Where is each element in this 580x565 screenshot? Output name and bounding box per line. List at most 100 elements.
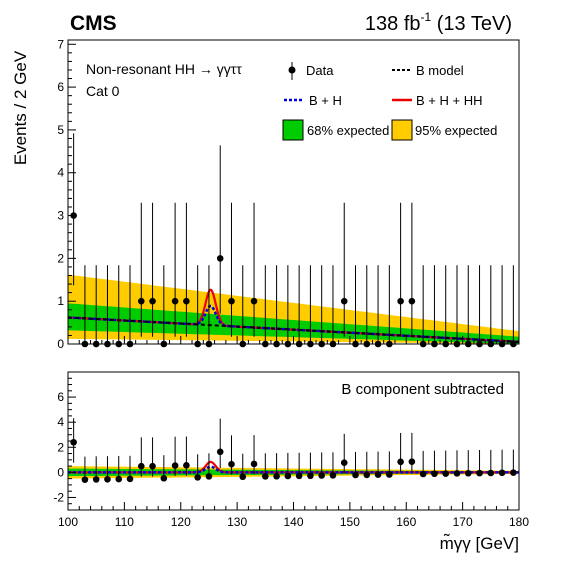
lower-data-point xyxy=(250,435,258,475)
lower-data-marker xyxy=(273,472,280,480)
upper-axis-ticks: 0 1 2 3 4 5 6 7 xyxy=(57,37,520,351)
x-tick-label: 110 xyxy=(115,515,134,529)
legend-data-label: Data xyxy=(306,63,334,78)
lower-data-point xyxy=(329,452,337,479)
lower-data-marker xyxy=(194,474,201,481)
legend-band68-swatch xyxy=(282,119,304,141)
lower-data-marker xyxy=(216,448,224,456)
upper-data-marker xyxy=(250,297,258,305)
lower-data-marker xyxy=(307,472,314,480)
upper-data-point xyxy=(171,202,179,337)
lower-data-marker xyxy=(171,462,179,469)
lower-data-point xyxy=(92,456,100,483)
upper-data-marker xyxy=(408,297,416,305)
upper-y-tick-label: 1 xyxy=(57,294,64,308)
upper-data-marker xyxy=(137,297,145,305)
lower-data-marker xyxy=(92,476,100,483)
upper-data-marker xyxy=(397,297,404,305)
lower-y-tick-label: -2 xyxy=(53,490,64,504)
lower-data-marker xyxy=(104,475,111,483)
lower-data-point xyxy=(363,451,371,479)
lower-data-point xyxy=(307,452,314,480)
lower-data-point xyxy=(419,450,427,478)
lower-data-point xyxy=(431,450,438,478)
lumi-exponent: -1 xyxy=(421,10,432,24)
upper-y-tick-label: 3 xyxy=(57,209,64,223)
lower-data-marker xyxy=(329,472,337,479)
experiment-label: CMS xyxy=(70,12,117,35)
lower-data-marker xyxy=(228,460,235,468)
upper-data-point xyxy=(228,202,235,337)
upper-y-tick-label: 6 xyxy=(57,80,64,94)
lower-data-point xyxy=(216,418,224,468)
legend-band68-label: 68% expected xyxy=(307,123,389,138)
lower-data-point xyxy=(194,454,201,481)
lower-data-point xyxy=(318,452,325,479)
lower-data-marker xyxy=(431,470,438,478)
lower-data-marker xyxy=(160,474,168,482)
x-axis-label: m̃γγ [GeV] xyxy=(440,533,519,553)
lower-data-point xyxy=(352,451,359,479)
lower-data-point xyxy=(464,450,472,477)
lower-data-marker xyxy=(115,475,123,483)
lower-y-tick-label: 6 xyxy=(57,390,64,404)
lower-data-marker xyxy=(487,469,495,477)
lower-data-point xyxy=(487,449,495,477)
upper-y-tick-label: 0 xyxy=(57,337,64,351)
lower-data-point xyxy=(126,455,134,483)
lower-data-point xyxy=(104,456,111,483)
upper-band-group xyxy=(68,274,519,344)
lower-data-point xyxy=(295,452,303,480)
upper-y-tick-label: 4 xyxy=(57,166,64,180)
lower-data-point xyxy=(453,450,461,477)
lower-data-marker xyxy=(183,462,190,469)
lower-y-tick-label: 0 xyxy=(57,465,64,479)
x-tick-label: 150 xyxy=(340,515,360,529)
upper-y-tick-label: 7 xyxy=(57,37,64,51)
lower-data-point xyxy=(408,432,416,473)
lower-axis-ticks: -2 0 2 4 6 100 110 120 130 140 150 160 170 180 xyxy=(53,377,529,529)
upper-data-marker xyxy=(340,297,348,305)
lower-data-marker xyxy=(453,470,461,477)
upper-data-point xyxy=(183,202,190,337)
upper-data-point xyxy=(137,202,145,337)
upper-data-marker xyxy=(216,255,224,262)
lower-data-marker xyxy=(352,471,359,479)
upper-y-tick-label: 2 xyxy=(57,251,64,265)
lower-y-tick-label: 2 xyxy=(57,440,64,454)
lower-data-point xyxy=(386,451,393,478)
lower-data-marker xyxy=(318,472,325,479)
lower-data-point xyxy=(340,433,348,474)
process-label: Non-resonant HH → γγττ xyxy=(86,61,242,77)
legend-band95-label: 95% expected xyxy=(415,123,497,138)
x-tick-label: 170 xyxy=(453,515,473,529)
x-tick-label: 180 xyxy=(509,515,529,529)
lower-data-points xyxy=(70,418,517,483)
lower-data-point xyxy=(498,449,506,477)
lower-data-point xyxy=(397,432,404,473)
lower-data-marker xyxy=(397,458,404,466)
upper-bmodel-curve xyxy=(67,316,520,343)
lower-data-marker xyxy=(126,475,134,483)
lower-data-point xyxy=(442,450,450,477)
lower-data-marker xyxy=(498,469,506,477)
lower-data-marker xyxy=(250,460,258,468)
legend: Data B model B + H B + H + HH 68% expect… xyxy=(282,62,497,141)
lower-data-point xyxy=(183,436,190,476)
legend-data-marker xyxy=(288,66,296,74)
upper-data-marker xyxy=(183,297,190,305)
lower-data-point xyxy=(284,452,292,480)
x-tick-label: 120 xyxy=(171,515,191,529)
lumi-label: 138 fb-1 (13 TeV) xyxy=(365,10,512,35)
upper-band-68 xyxy=(68,303,519,344)
legend-bhhh-label: B + H + HH xyxy=(416,93,482,108)
legend-band95-swatch xyxy=(391,119,413,141)
upper-data-point xyxy=(149,202,156,337)
lower-data-marker xyxy=(262,473,269,480)
lower-data-point xyxy=(228,435,235,475)
lower-data-point xyxy=(374,451,382,478)
lower-data-marker xyxy=(81,476,89,483)
x-tick-label: 160 xyxy=(396,515,416,529)
